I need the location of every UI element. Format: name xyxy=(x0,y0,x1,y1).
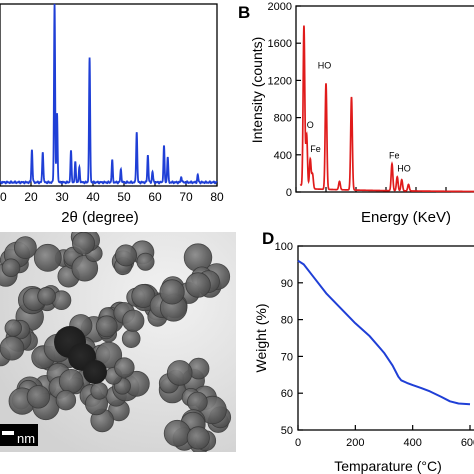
xrd-x-tick-label: 80 xyxy=(210,190,224,204)
eds-peak-annotation: Fe xyxy=(310,144,321,154)
eds-peak-annotation: O xyxy=(307,120,314,130)
xrd-x-tick-label: 0 xyxy=(0,190,7,204)
eds-y-tick-label: 400 xyxy=(274,150,292,162)
tga-y-tick-label: 80 xyxy=(281,315,293,327)
xrd-x-tick-label: 30 xyxy=(55,190,69,204)
eds-y-tick-label: 1600 xyxy=(268,38,292,50)
eds-series-line xyxy=(299,25,474,193)
tem-particle xyxy=(121,329,141,348)
tem-particle xyxy=(159,279,185,305)
tga-x-tick-label: 600 xyxy=(461,437,474,449)
panel-b-letter: B xyxy=(238,3,250,22)
tem-particle xyxy=(26,385,51,409)
tem-particle xyxy=(95,315,118,338)
tga-series-line xyxy=(297,259,471,406)
tem-particles xyxy=(0,232,232,452)
tga-y-tick-label: 60 xyxy=(281,388,293,400)
eds-y-tick-label: 800 xyxy=(274,113,292,125)
xrd-x-tick-label: 70 xyxy=(179,190,193,204)
tem-particle xyxy=(58,369,84,394)
tem-particle xyxy=(72,232,95,255)
tem-particle xyxy=(90,382,108,400)
tem-particle xyxy=(136,252,155,271)
tem-image: nm xyxy=(0,232,236,452)
xrd-marks xyxy=(0,3,218,185)
xrd-x-tick-label: 50 xyxy=(117,190,131,204)
tga-marks xyxy=(297,259,471,406)
tem-particle xyxy=(114,357,135,378)
eds-y-tick-label: 2000 xyxy=(268,1,292,13)
tem-particle xyxy=(115,244,138,267)
tem-particle xyxy=(1,258,21,278)
tem-particle xyxy=(55,389,77,411)
tem-particle xyxy=(185,272,211,298)
tga-y-axis-label: Weight (%) xyxy=(253,304,269,373)
tga-chart: D 50 60 70 80 90 100 0 200 400 600 Weight (%) Tem… xyxy=(253,232,474,474)
tga-y-tick-label: 90 xyxy=(281,278,293,290)
scale-bar-label: nm xyxy=(17,431,35,446)
tga-x-axis-label: Temparature (°C) xyxy=(334,458,442,474)
eds-x-axis-label: Energy (KeV) xyxy=(361,209,451,226)
eds-y-axis-label: Intensity (counts) xyxy=(249,37,265,144)
xrd-x-tick-label: 40 xyxy=(86,190,100,204)
tem-micrograph: nm xyxy=(0,232,236,452)
tga-plot-frame xyxy=(297,245,474,431)
eds-y-tick-label: 0 xyxy=(286,187,292,199)
tem-particle-dense xyxy=(83,360,107,384)
tem-particle xyxy=(0,335,25,361)
tem-particle xyxy=(122,309,145,332)
panel-d-letter: D xyxy=(262,232,274,248)
tga-y-tick-label: 70 xyxy=(281,351,293,363)
xrd-series-line xyxy=(0,3,218,185)
eds-axes: 0 400 800 1200 1600 2000 xyxy=(268,1,474,199)
xrd-x-axis-label: 2θ (degree) xyxy=(61,209,139,226)
scale-bar xyxy=(2,431,14,435)
tem-particle xyxy=(187,391,208,413)
xrd-chart: 0 20 30 40 50 60 70 80 2θ (degree) xyxy=(0,3,224,226)
tem-particle xyxy=(33,243,62,272)
eds-marks: O HO Fe Fe HO xyxy=(299,25,474,193)
tga-x-tick-label: 400 xyxy=(403,437,421,449)
scale-bar-box xyxy=(0,424,38,446)
tem-particle xyxy=(186,426,210,450)
tga-y-tick-label: 50 xyxy=(281,425,293,437)
tga-y-tick-label: 100 xyxy=(275,241,293,253)
eds-chart: B 0 400 800 1200 1600 2000 O HO Fe Fe HO Intensit… xyxy=(238,1,474,226)
tga-x-tick-label: 200 xyxy=(346,437,364,449)
xrd-x-tick-label: 20 xyxy=(24,190,38,204)
eds-peak-annotation: HO xyxy=(318,60,332,70)
tem-particle xyxy=(163,419,191,447)
eds-peak-annotation: Fe xyxy=(389,151,400,161)
tga-axes: 50 60 70 80 90 100 0 200 400 600 xyxy=(275,241,474,449)
tem-particle xyxy=(166,360,193,386)
xrd-plot-frame xyxy=(0,3,218,187)
eds-plot-frame xyxy=(295,5,474,193)
eds-peak-annotation: HO xyxy=(397,164,411,174)
xrd-x-tick-label: 60 xyxy=(148,190,162,204)
tem-particle xyxy=(37,286,56,306)
eds-y-tick-label: 1200 xyxy=(268,75,292,87)
tem-particle xyxy=(71,254,99,282)
tga-x-tick-label: 0 xyxy=(295,437,301,449)
tem-particle xyxy=(4,319,23,337)
tem-particle xyxy=(13,236,37,260)
